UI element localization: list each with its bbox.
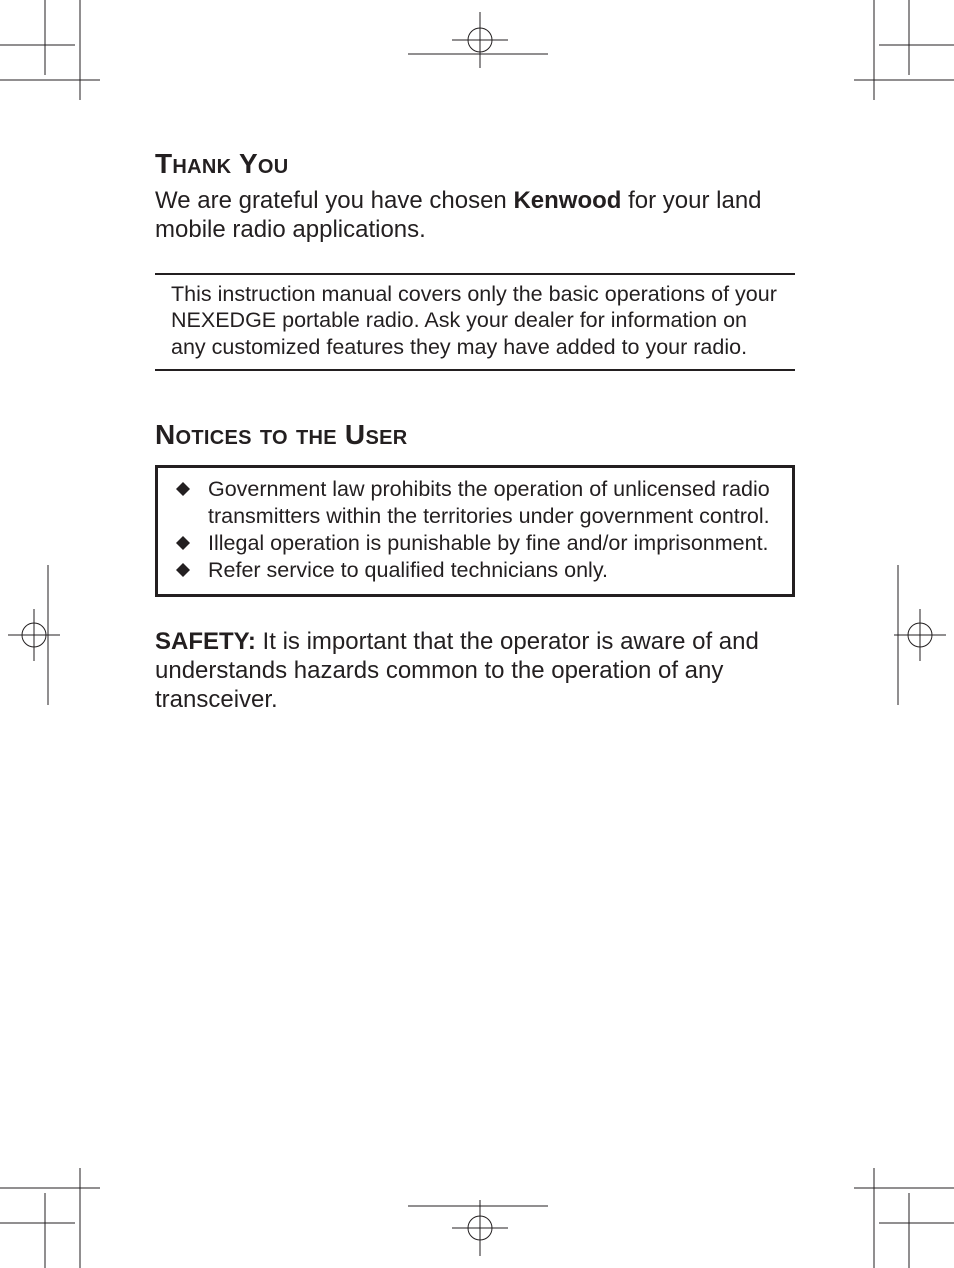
- crop-mark-top-left: [0, 0, 120, 120]
- crop-mark-top-center: [440, 0, 520, 80]
- safety-label: SAFETY:: [155, 628, 256, 655]
- notice-box: Government law prohibits the operation o…: [155, 465, 795, 597]
- notice-item: Government law prohibits the operation o…: [172, 476, 778, 530]
- crop-mark-left-center-line: [42, 565, 62, 705]
- crop-mark-bottom-center-line: [408, 1200, 548, 1220]
- diamond-bullet-icon: [176, 563, 190, 577]
- heading-thank-you: Thank You: [155, 148, 795, 180]
- thank-you-pre: We are grateful you have chosen: [155, 187, 513, 214]
- safety-paragraph: SAFETY: It is important that the operato…: [155, 627, 795, 715]
- info-box: This instruction manual covers only the …: [155, 273, 795, 372]
- thank-you-bold: Kenwood: [513, 187, 621, 214]
- crop-mark-right-center-line: [892, 565, 912, 705]
- notice-item-text: Illegal operation is punishable by fine …: [208, 530, 778, 557]
- crop-mark-top-center-line: [408, 48, 548, 68]
- crop-mark-top-right: [834, 0, 954, 120]
- page-content: Thank You We are grateful you have chose…: [155, 148, 795, 714]
- notice-item: Illegal operation is punishable by fine …: [172, 530, 778, 557]
- heading-notices: Notices to the User: [155, 419, 795, 451]
- diamond-bullet-icon: [176, 482, 190, 496]
- notice-item: Refer service to qualified technicians o…: [172, 557, 778, 584]
- crop-mark-bottom-right: [834, 1148, 954, 1268]
- notice-item-text: Refer service to qualified technicians o…: [208, 557, 778, 584]
- thank-you-body: We are grateful you have chosen Kenwood …: [155, 186, 795, 245]
- notice-item-text: Government law prohibits the operation o…: [208, 476, 778, 530]
- info-box-text: This instruction manual covers only the …: [171, 282, 777, 360]
- crop-mark-bottom-left: [0, 1148, 120, 1268]
- diamond-bullet-icon: [176, 536, 190, 550]
